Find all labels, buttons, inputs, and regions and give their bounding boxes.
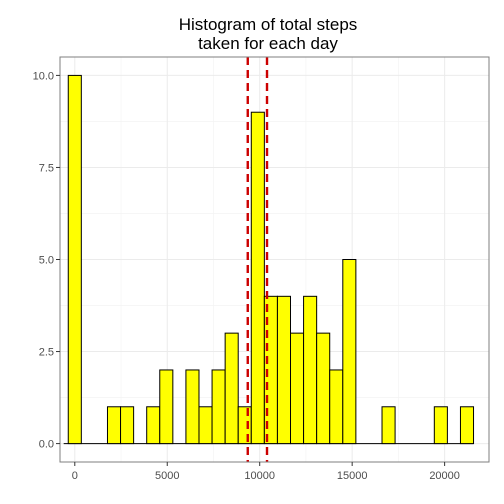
y-axis: 0.0 2.5 5.0 7.5 10.0 [33,70,60,451]
x-axis: 0 5000 10000 15000 20000 [72,462,460,482]
histogram-bar [67,74,82,445]
chart-title-line-1: Histogram of total steps [179,15,358,34]
histogram-bar [146,406,161,445]
histogram-bar [276,295,292,445]
histogram-bars [63,74,475,445]
x-tick-label: 10000 [244,470,275,482]
reference-lines [246,57,269,462]
y-tick-label: 5.0 [39,255,54,267]
histogram-bar [120,406,135,445]
histogram-bar [224,332,239,445]
histogram-bar [237,406,252,445]
histogram-bar [250,111,265,445]
x-tick-label: 5000 [155,470,179,482]
histogram-bar [381,406,396,445]
y-tick-label: 2.5 [39,347,54,359]
histogram-bar [211,369,226,445]
histogram-bar [303,295,318,445]
y-tick-label: 0.0 [39,439,54,451]
histogram-bar [106,406,122,445]
x-tick-label: 0 [72,470,78,482]
y-tick-label: 10.0 [33,70,54,82]
histogram-bar [290,332,305,445]
histogram-bar [342,259,357,445]
histogram-bar [459,406,475,445]
histogram-bar [433,406,448,445]
histogram-bar [198,406,213,445]
histogram-bar [185,369,200,445]
histogram-bar [316,332,331,445]
chart-title-line-2: taken for each day [198,34,338,53]
histogram-bar [329,369,344,445]
x-tick-label: 20000 [429,470,460,482]
histogram-bar [159,369,174,445]
y-tick-label: 7.5 [39,162,54,174]
x-tick-label: 15000 [337,470,368,482]
